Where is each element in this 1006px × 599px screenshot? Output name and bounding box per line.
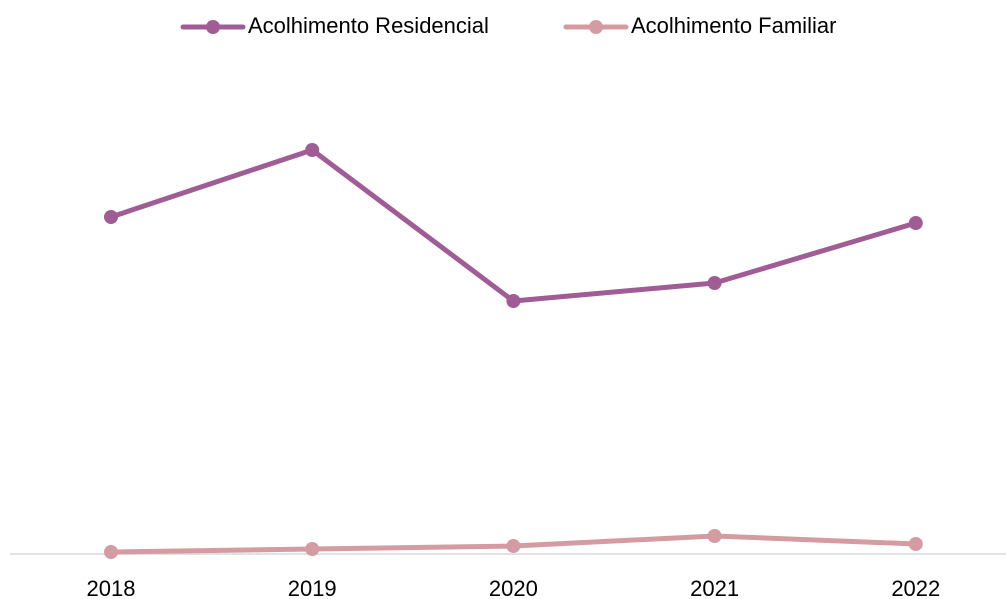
x-tick-label: 2022 bbox=[891, 576, 940, 599]
data-point bbox=[506, 539, 521, 553]
data-point bbox=[104, 210, 118, 224]
legend-marker bbox=[589, 20, 603, 34]
data-point bbox=[707, 529, 722, 543]
x-tick-label: 2018 bbox=[87, 576, 136, 599]
data-point bbox=[506, 294, 521, 308]
data-point bbox=[305, 542, 320, 556]
legend-label: Acolhimento Familiar bbox=[631, 13, 836, 38]
series-line bbox=[110, 147, 917, 304]
data-point bbox=[104, 545, 118, 559]
data-point bbox=[908, 216, 923, 230]
data-point bbox=[305, 143, 320, 157]
data-point bbox=[707, 276, 722, 290]
legend-label: Acolhimento Residencial bbox=[248, 13, 489, 38]
x-tick-label: 2020 bbox=[489, 576, 538, 599]
x-tick-label: 2019 bbox=[288, 576, 337, 599]
data-point bbox=[908, 537, 923, 551]
x-tick-label: 2021 bbox=[690, 576, 739, 599]
legend-marker bbox=[206, 20, 220, 34]
